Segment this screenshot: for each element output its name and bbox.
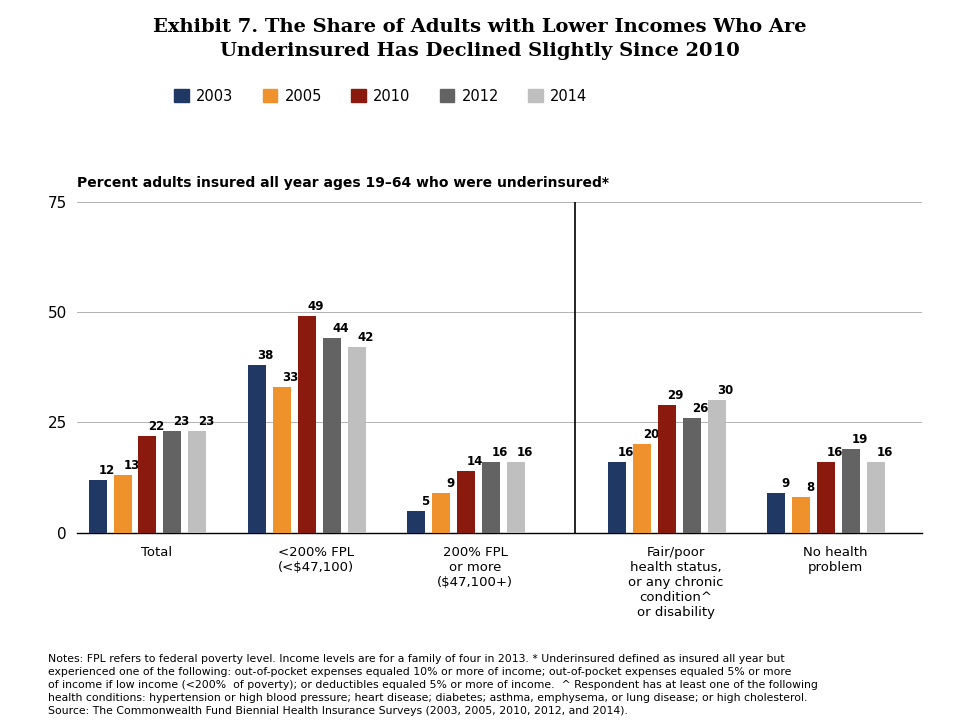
Bar bbox=[432, 493, 450, 533]
Text: 49: 49 bbox=[307, 300, 324, 313]
Bar bbox=[138, 436, 156, 533]
Bar bbox=[298, 316, 316, 533]
Bar bbox=[683, 418, 701, 533]
Text: 5: 5 bbox=[421, 495, 429, 508]
Bar bbox=[188, 431, 206, 533]
Text: 23: 23 bbox=[198, 415, 214, 428]
Bar bbox=[482, 462, 500, 533]
Bar bbox=[658, 405, 676, 533]
Legend: 2003, 2005, 2010, 2012, 2014: 2003, 2005, 2010, 2012, 2014 bbox=[169, 83, 593, 109]
Bar bbox=[817, 462, 835, 533]
Bar bbox=[273, 387, 291, 533]
Bar bbox=[867, 462, 885, 533]
Text: 13: 13 bbox=[124, 459, 139, 472]
Text: 29: 29 bbox=[667, 389, 684, 402]
Bar bbox=[88, 480, 107, 533]
Text: 19: 19 bbox=[852, 433, 868, 446]
Text: 20: 20 bbox=[643, 428, 659, 441]
Text: 38: 38 bbox=[257, 349, 274, 362]
Bar bbox=[348, 347, 366, 533]
Text: 16: 16 bbox=[876, 446, 893, 459]
Text: 44: 44 bbox=[332, 323, 348, 336]
Text: 16: 16 bbox=[617, 446, 635, 459]
Text: 16: 16 bbox=[492, 446, 508, 459]
Bar bbox=[507, 462, 525, 533]
Text: 30: 30 bbox=[717, 384, 733, 397]
Bar bbox=[608, 462, 626, 533]
Text: 16: 16 bbox=[827, 446, 843, 459]
Text: 9: 9 bbox=[445, 477, 454, 490]
Bar bbox=[248, 365, 266, 533]
Text: 33: 33 bbox=[282, 371, 299, 384]
Bar bbox=[842, 449, 860, 533]
Text: 8: 8 bbox=[806, 482, 814, 495]
Text: 23: 23 bbox=[173, 415, 189, 428]
Bar bbox=[113, 475, 132, 533]
Text: 26: 26 bbox=[692, 402, 708, 415]
Bar bbox=[792, 498, 810, 533]
Text: Percent adults insured all year ages 19–64 who were underinsured*: Percent adults insured all year ages 19–… bbox=[77, 176, 609, 190]
Bar bbox=[407, 510, 425, 533]
Bar bbox=[457, 471, 475, 533]
Text: 22: 22 bbox=[148, 420, 164, 433]
Bar bbox=[323, 338, 341, 533]
Bar bbox=[163, 431, 181, 533]
Text: 42: 42 bbox=[357, 331, 373, 344]
Bar bbox=[708, 400, 726, 533]
Bar bbox=[633, 444, 651, 533]
Text: 16: 16 bbox=[516, 446, 533, 459]
Text: Notes: FPL refers to federal poverty level. Income levels are for a family of fo: Notes: FPL refers to federal poverty lev… bbox=[48, 654, 818, 716]
Text: 12: 12 bbox=[99, 464, 114, 477]
Bar bbox=[767, 493, 785, 533]
Text: 9: 9 bbox=[781, 477, 789, 490]
Text: 14: 14 bbox=[467, 455, 483, 468]
Text: Exhibit 7. The Share of Adults with Lower Incomes Who Are
Underinsured Has Decli: Exhibit 7. The Share of Adults with Lowe… bbox=[154, 18, 806, 60]
